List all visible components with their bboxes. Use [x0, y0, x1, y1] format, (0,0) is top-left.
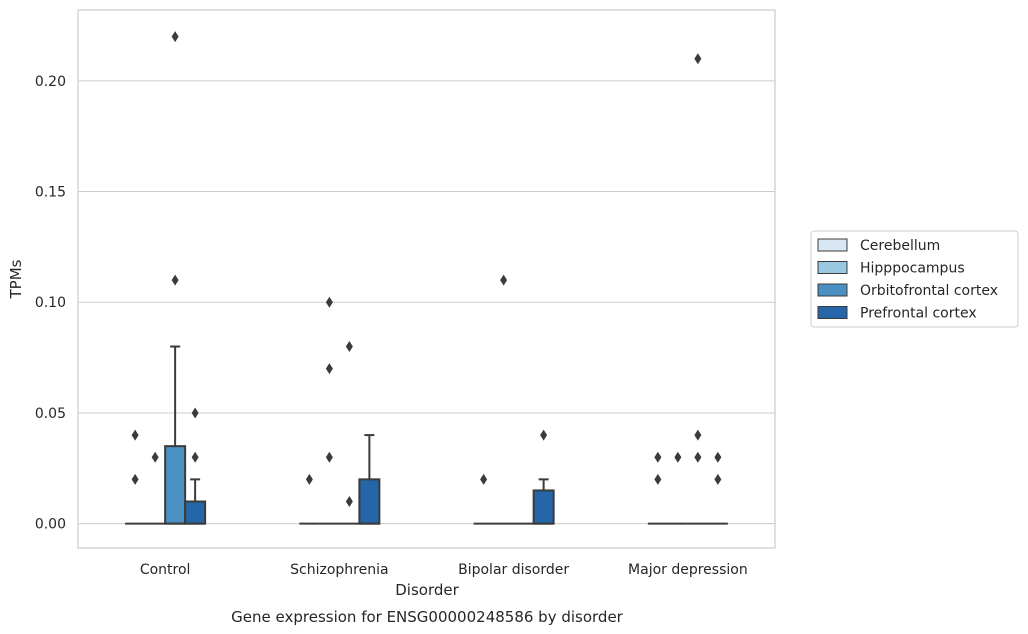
outlier-point	[714, 473, 722, 485]
box	[184, 500, 207, 525]
legend-swatch	[817, 283, 848, 297]
outlier-point	[694, 451, 702, 463]
legend: Cerebellum Hipppocampus Orbitofrontal cort…	[810, 230, 1019, 328]
box	[164, 445, 187, 525]
outlier-point	[654, 473, 662, 485]
box-group	[532, 429, 555, 525]
x-tick-label: Control	[140, 562, 191, 578]
box-group	[145, 451, 166, 525]
outlier-point	[325, 451, 333, 463]
outlier-point	[540, 429, 548, 441]
y-tick-label: 0.00	[35, 517, 66, 533]
outlier-point	[131, 473, 139, 485]
box	[532, 489, 555, 525]
box-group	[319, 296, 340, 525]
box-group	[647, 451, 668, 525]
y-tick-label: 0.05	[35, 406, 66, 422]
outlier-point	[500, 274, 508, 286]
outlier-point	[654, 451, 662, 463]
boxes	[125, 31, 728, 525]
outlier-point	[171, 31, 179, 43]
outlier-point	[345, 496, 353, 508]
y-tick-label: 0.20	[35, 74, 66, 90]
x-axis-label: Disorder	[395, 581, 459, 599]
outlier-point	[151, 451, 159, 463]
outlier-point	[674, 451, 682, 463]
box-group	[687, 53, 708, 525]
axis-ticks: 0.00 0.05 0.10 0.15 0.20 Control Schizophrenia…	[35, 74, 748, 578]
outlier-point	[325, 363, 333, 375]
box-group	[164, 31, 187, 525]
outlier-point	[131, 429, 139, 441]
y-axis-label: TPMs	[7, 259, 25, 299]
outlier-point	[345, 341, 353, 353]
outlier-point	[694, 53, 702, 65]
y-tick-label: 0.10	[35, 295, 66, 311]
plot-frame	[77, 9, 776, 549]
legend-swatch	[817, 306, 848, 319]
outlier-point	[191, 451, 199, 463]
outlier-point	[694, 429, 702, 441]
x-tick-label: Major depression	[628, 562, 748, 578]
x-tick-label: Bipolar disorder	[458, 562, 569, 578]
legend-swatch	[817, 261, 848, 274]
box-group	[184, 407, 207, 525]
legend-frame	[810, 230, 1019, 328]
outlier-point	[480, 473, 488, 485]
legend-label: Orbitofrontal cortex	[860, 283, 998, 299]
y-tick-label: 0.15	[35, 185, 66, 201]
outlier-point	[305, 473, 313, 485]
box-group	[493, 274, 514, 525]
legend-swatch	[817, 238, 848, 252]
outlier-point	[325, 296, 333, 308]
legend-label: Prefrontal cortex	[860, 306, 977, 322]
chart-caption: Gene expression for ENSG00000248586 by d…	[231, 608, 624, 626]
outlier-point	[171, 274, 179, 286]
box	[358, 478, 381, 525]
outlier-point	[714, 451, 722, 463]
x-tick-label: Schizophrenia	[290, 562, 388, 578]
box-group	[667, 451, 688, 525]
box-group	[473, 473, 494, 525]
legend-label: Hipppocampus	[860, 261, 965, 277]
box-group	[125, 429, 146, 525]
box-group	[707, 451, 728, 525]
outlier-point	[191, 407, 199, 419]
box-group	[358, 434, 381, 525]
box-group	[339, 341, 360, 525]
legend-label: Cerebellum	[860, 238, 940, 254]
box-group	[299, 473, 320, 525]
